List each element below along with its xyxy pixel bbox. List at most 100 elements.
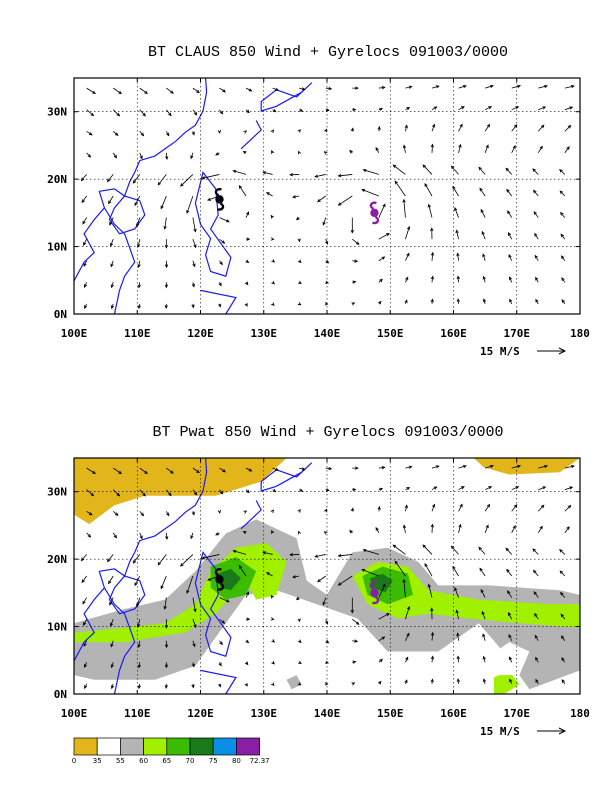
wind-vector — [431, 124, 435, 132]
wind-vector-head — [137, 264, 141, 269]
pwat-contour-fill — [218, 568, 241, 591]
wind-vector-head — [377, 505, 381, 510]
colorbar-swatch — [120, 737, 144, 756]
wind-vector — [560, 234, 566, 240]
wind-vector-head — [270, 237, 275, 241]
wind-vector-head — [80, 177, 85, 182]
wind-vector-head — [219, 490, 224, 495]
coastline — [103, 587, 136, 694]
wind-vector — [134, 575, 141, 586]
wind-vector — [112, 510, 119, 516]
wind-vector-head — [362, 548, 367, 553]
wind-vector — [478, 547, 486, 555]
x-tick-label: 110E — [124, 327, 151, 340]
wind-vector — [292, 575, 300, 578]
wind-vector — [458, 465, 467, 469]
wind-vector — [109, 597, 114, 606]
wind-vector — [157, 554, 167, 566]
wind-vector-head — [570, 464, 575, 469]
wind-vector — [537, 124, 545, 132]
wind-vector-head — [192, 263, 196, 268]
wind-vector-head — [110, 664, 114, 669]
wind-vector — [363, 549, 379, 555]
wind-vector — [456, 230, 459, 240]
wind-vector — [110, 640, 114, 647]
wind-vector-head — [508, 254, 512, 258]
wind-vector-head — [535, 656, 539, 661]
wind-vector — [508, 232, 513, 240]
wind-vector-head — [132, 179, 137, 184]
wind-vector — [564, 505, 571, 512]
wind-vector-head — [295, 596, 300, 601]
wind-vector-head — [92, 90, 96, 94]
wind-vector-head — [480, 588, 484, 593]
wind-vector-head — [192, 643, 196, 648]
wind-vector-head — [242, 531, 247, 535]
wind-vector-head — [488, 106, 493, 110]
wind-vector-head — [460, 486, 465, 490]
colorbar-label: 35 — [93, 757, 102, 765]
x-tick-label: 130E — [251, 707, 278, 720]
wind-vector — [478, 167, 486, 175]
wind-vector — [299, 467, 305, 470]
wind-vector — [431, 85, 439, 89]
wind-vector — [112, 467, 122, 474]
wind-vector — [403, 525, 406, 533]
wind-vector — [325, 87, 332, 90]
wind-vector — [139, 109, 146, 117]
wind-vector-head — [355, 86, 359, 90]
wind-vector-head — [482, 633, 486, 638]
wind-vector — [86, 510, 93, 516]
wind-vector-head — [505, 167, 510, 172]
wind-vector-head — [270, 214, 275, 219]
wind-vector-head — [113, 534, 117, 539]
wind-vector-head — [427, 583, 431, 588]
wind-vector — [505, 168, 512, 175]
wind-vector-head — [108, 200, 112, 205]
wind-vector — [164, 217, 167, 230]
wind-vector-head — [456, 275, 460, 280]
wind-vector-head — [164, 644, 169, 649]
wind-vector — [508, 612, 513, 620]
wind-vector — [481, 611, 486, 620]
wind-vector-head — [482, 298, 487, 303]
wind-vector-head — [561, 277, 565, 281]
wind-vector-head — [505, 547, 510, 552]
wind-vector — [107, 554, 114, 562]
wind-vector-head — [460, 106, 465, 110]
wind-vector — [507, 590, 513, 598]
wind-vector — [322, 217, 327, 225]
colorbar-label: 75 — [209, 757, 218, 765]
wind-vector — [192, 87, 200, 93]
wind-vector-head — [218, 662, 222, 667]
wind-vector-head — [83, 622, 87, 626]
wind-vector — [458, 106, 465, 111]
wind-vector — [219, 238, 225, 244]
wind-vector-head — [164, 264, 169, 269]
coastline — [240, 500, 262, 530]
wind-vector-head — [560, 211, 564, 216]
wind-vector — [361, 569, 380, 577]
wind-vector-head — [262, 171, 267, 175]
wind-vector-head — [168, 112, 172, 117]
wind-vector — [86, 87, 96, 94]
wind-vector-head — [430, 275, 435, 280]
colorbar-swatch — [96, 737, 121, 756]
wind-vector — [393, 544, 406, 555]
wind-vector-head — [337, 582, 342, 586]
wind-vector-head — [297, 238, 301, 243]
wind-vector — [86, 532, 91, 538]
wind-vector — [458, 504, 463, 512]
x-tick-label: 120E — [187, 327, 214, 340]
wind-vector — [534, 635, 539, 641]
wind-vector-head — [532, 569, 537, 574]
wind-vector-head — [350, 609, 354, 614]
wind-vector — [538, 486, 546, 491]
wind-vector-head — [109, 601, 113, 606]
wind-vector — [299, 87, 305, 90]
wind-vector-head — [462, 464, 467, 469]
wind-vector-head — [84, 305, 88, 309]
wind-vector — [431, 656, 434, 663]
wind-vector-head — [540, 504, 545, 509]
wind-vector-head — [191, 131, 195, 136]
